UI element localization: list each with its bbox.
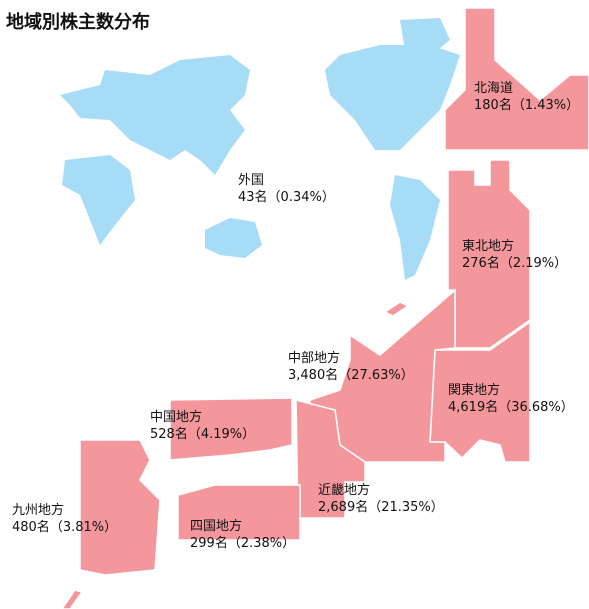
japan — [61, 7, 589, 609]
greenland — [400, 18, 450, 60]
count: 43名 — [238, 189, 268, 205]
region-value: 528名（4.19%） — [150, 426, 255, 442]
count: 4,619名 — [448, 399, 498, 415]
share: （1.43%） — [512, 98, 579, 113]
count: 2,689名 — [318, 499, 368, 515]
share: （27.63%） — [338, 368, 414, 383]
region-value: 4,619名（36.68%） — [448, 399, 574, 415]
kinki — [295, 399, 366, 519]
kyushu — [79, 439, 161, 576]
share: （2.19%） — [500, 256, 567, 271]
count: 180名 — [474, 97, 512, 113]
okinawa — [61, 589, 84, 609]
region-name: 近畿地方 — [318, 482, 370, 498]
count: 3,480名 — [288, 367, 338, 383]
north-america — [325, 45, 460, 150]
share: （21.35%） — [368, 500, 444, 515]
region-value: 3,480名（27.63%） — [288, 367, 414, 383]
share: （4.19%） — [188, 427, 255, 442]
region-value: 43名（0.34%） — [238, 189, 335, 205]
chubu — [309, 288, 456, 463]
south-america — [390, 175, 440, 280]
share: （3.81%） — [50, 520, 117, 535]
share: （36.68%） — [498, 400, 574, 415]
region-value: 180名（1.43%） — [474, 97, 579, 113]
count: 299名 — [190, 535, 228, 551]
region-name: 北海道 — [474, 81, 513, 96]
shikoku — [177, 484, 301, 541]
eurasia — [60, 55, 250, 175]
australia — [205, 218, 262, 258]
africa — [62, 155, 135, 245]
region-name: 中部地方 — [288, 350, 340, 366]
chugoku — [169, 397, 293, 461]
region-name: 中国地方 — [150, 409, 202, 425]
hokkaido — [444, 7, 589, 151]
region-name: 関東地方 — [448, 382, 500, 398]
tohoku — [447, 159, 531, 349]
region-value: 299名（2.38%） — [190, 535, 295, 551]
region-value: 480名（3.81%） — [12, 519, 117, 535]
share: （2.38%） — [228, 536, 295, 551]
count: 528名 — [150, 426, 188, 442]
sado — [383, 301, 410, 317]
share: （0.34%） — [268, 190, 335, 205]
title: 地域別株主数分布 — [6, 11, 150, 33]
region-value: 276名（2.19%） — [462, 255, 567, 271]
count: 276名 — [462, 255, 500, 271]
region-name: 四国地方 — [190, 518, 242, 534]
count: 480名 — [12, 519, 50, 535]
world — [60, 18, 460, 280]
region-value: 2,689名（21.35%） — [318, 499, 444, 515]
region-name: 九州地方 — [12, 502, 64, 518]
region-name: 外国 — [238, 173, 264, 188]
region-name: 東北地方 — [462, 238, 514, 254]
